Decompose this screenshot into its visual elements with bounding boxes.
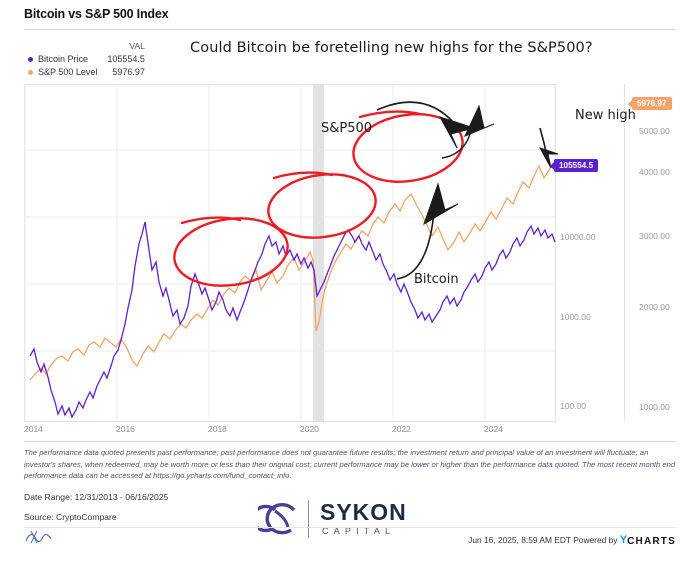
axis-sp500-tick-5: 1000.00 xyxy=(639,402,670,412)
disclaimer-text: The performance data quoted presents pas… xyxy=(24,448,676,481)
recession-band xyxy=(313,85,324,421)
arrow-sp500-curve xyxy=(376,101,456,125)
arrow-newhigh-head xyxy=(538,147,559,169)
gridlines-vertical xyxy=(24,85,556,421)
chart-header: Bitcoin vs S&P 500 Index xyxy=(24,7,676,30)
page-title: Bitcoin vs S&P 500 Index xyxy=(24,7,169,21)
badge-sp500-value: 5976.97 xyxy=(628,97,672,110)
sykon-logo: SYKON CAPITAL xyxy=(258,497,458,545)
gridlines-horizontal xyxy=(25,149,555,352)
axis-x-tick-0: 2014 xyxy=(24,424,43,434)
axis-x-tick-2: 2018 xyxy=(208,424,227,434)
legend-value-sp500: 5976.97 xyxy=(112,67,145,77)
sykon-logo-divider xyxy=(308,500,309,538)
axis-sp500: 6000.00 5000.00 4000.00 3000.00 2000.00 … xyxy=(624,84,700,422)
source-text: Source: CryptoCompare xyxy=(24,512,117,522)
highlight-stroke-3 xyxy=(358,110,422,119)
highlight-stroke-1 xyxy=(180,216,242,225)
axis-x: 2014 2016 2018 2020 2022 2024 xyxy=(24,424,676,440)
annotation-sp500-label: S&P500 xyxy=(321,121,373,136)
axis-x-tick-4: 2022 xyxy=(392,424,411,434)
badge-bitcoin-text: 105554.5 xyxy=(559,161,594,170)
axis-x-tick-5: 2024 xyxy=(484,424,503,434)
axis-sp500-tick-2: 4000.00 xyxy=(639,167,670,177)
arrow-bitcoin-curve xyxy=(396,211,435,280)
axis-sp500-tick-4: 2000.00 xyxy=(639,302,670,312)
legend-value-bitcoin: 105554.5 xyxy=(107,54,145,64)
axis-sp500-tick-1: 5000.00 xyxy=(639,126,670,136)
highlight-ellipse-2 xyxy=(267,173,377,239)
legend-label-bitcoin: Bitcoin Price xyxy=(38,54,89,64)
footer-divider-bottom xyxy=(24,527,676,528)
axis-bitcoin: 10000.00 1000.00 100.00 xyxy=(560,84,622,422)
chart-main-title: Could Bitcoin be foretelling new highs f… xyxy=(190,40,593,56)
highlight-stroke-2 xyxy=(272,171,334,180)
axis-x-tick-3: 2020 xyxy=(300,424,319,434)
legend-label-sp500: S&P 500 Level xyxy=(38,67,98,77)
legend-value-header: VAL xyxy=(129,41,145,51)
axis-sp500-tick-3: 3000.00 xyxy=(639,231,670,241)
ycharts-credit: Jun 16, 2025, 8:59 AM EDT Powered by YCH… xyxy=(468,534,676,547)
ycharts-timestamp: Jun 16, 2025, 8:59 AM EDT Powered by xyxy=(468,535,618,545)
axis-bitcoin-tick-1: 1000.00 xyxy=(560,312,591,322)
chart-legend: VAL Bitcoin Price 105554.5 S&P 500 Level… xyxy=(28,40,145,79)
chart-canvas xyxy=(24,85,559,421)
highlight-ellipse-group xyxy=(173,110,464,287)
arrow-mid-head xyxy=(464,104,495,137)
highlight-ellipse-3 xyxy=(352,113,464,183)
date-range-text: Date Range: 12/31/2013 - 06/16/2025 xyxy=(24,492,169,502)
axis-bitcoin-tick-2: 100.00 xyxy=(560,401,586,411)
annotation-new-high-label: New high xyxy=(575,108,636,123)
badge-bitcoin-value: 105554.5 xyxy=(550,159,599,172)
sykon-subtitle: CAPITAL xyxy=(322,526,396,536)
sykon-s-mark-icon xyxy=(258,502,296,535)
legend-item-bitcoin[interactable]: Bitcoin Price 105554.5 xyxy=(28,53,145,66)
ycharts-y-icon: Y xyxy=(619,534,628,546)
legend-item-sp500[interactable]: S&P 500 Level 5976.97 xyxy=(28,66,145,79)
arrow-sp500-head xyxy=(438,116,476,149)
signature-squiggle-icon xyxy=(25,530,52,544)
badge-sp500-text: 5976.97 xyxy=(637,99,667,108)
ycharts-wordmark: CHARTS xyxy=(627,536,676,547)
annotation-bitcoin-label: Bitcoin xyxy=(414,272,459,287)
sykon-wordmark: SYKON xyxy=(320,499,407,525)
legend-dot-bitcoin xyxy=(28,53,38,66)
axis-bitcoin-tick-0: 10000.00 xyxy=(560,232,596,242)
axis-x-tick-1: 2016 xyxy=(116,424,135,434)
annotation-arrow-group xyxy=(376,101,559,280)
arrow-bitcoin-head xyxy=(423,182,459,226)
legend-dot-sp500 xyxy=(28,66,38,79)
highlight-ellipse-1 xyxy=(173,217,289,287)
series-line-bitcoin xyxy=(29,221,556,419)
series-line-sp500 xyxy=(29,163,554,381)
chart-plot-area: 10000.00 1000.00 100.00 6000.00 5000.00 … xyxy=(24,84,676,422)
footer-divider-top xyxy=(24,441,676,442)
